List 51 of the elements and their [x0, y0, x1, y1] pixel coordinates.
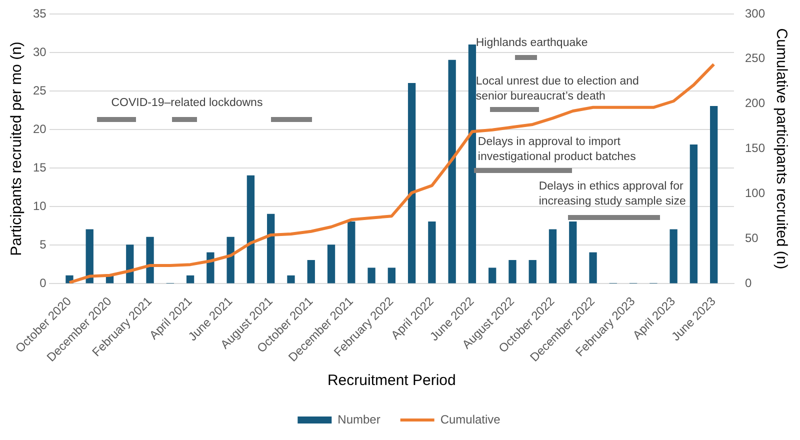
bar	[670, 229, 678, 284]
bar	[408, 82, 416, 284]
x-axis-title: Recruitment Period	[327, 372, 456, 390]
bar	[368, 268, 376, 284]
y2-tick-label: 0	[744, 276, 752, 290]
bar	[287, 275, 295, 284]
bar	[267, 214, 275, 284]
y2-tick-label: 200	[744, 96, 766, 110]
legend-label: Cumulative	[440, 412, 501, 426]
bar	[388, 268, 396, 284]
bar	[589, 252, 597, 284]
bar	[86, 229, 94, 284]
annotation: Highlands earthquake	[476, 37, 588, 49]
y2-tick-label: 150	[744, 141, 766, 156]
bar	[528, 260, 536, 284]
y-tick-label: 5	[40, 237, 47, 252]
y-tick-label: 25	[32, 83, 47, 98]
y2-tick-label: 250	[744, 51, 766, 66]
bar	[508, 260, 516, 284]
bar	[548, 229, 557, 284]
bar	[690, 144, 698, 284]
bar	[488, 268, 496, 284]
y2-tick-label: 50	[744, 230, 759, 245]
annotation: Delays in approval to import investigational product batches	[478, 136, 636, 163]
bar	[246, 175, 255, 284]
annotation: COVID-19–related lockdowns	[111, 97, 263, 110]
annotation: Delays in ethics approval for increasing study sample size	[538, 180, 686, 208]
y-tick-label: 10	[32, 198, 47, 213]
legend-label: Number	[338, 412, 380, 426]
bar	[468, 44, 476, 284]
bar	[569, 222, 577, 284]
y-tick-label: 0	[40, 276, 47, 290]
bar	[710, 106, 718, 284]
y-tick-label: 30	[32, 44, 47, 59]
bar	[186, 275, 194, 284]
bar	[126, 244, 134, 284]
bar	[448, 60, 456, 284]
y2-tick-label: 300	[744, 6, 766, 20]
bar	[146, 236, 154, 284]
bar	[307, 260, 315, 284]
bar	[327, 244, 336, 284]
bar	[428, 222, 436, 284]
y-tick-label: 20	[32, 122, 47, 136]
bar	[348, 222, 356, 284]
y2-axis-title: Cumulative participants recruited (n)	[772, 28, 790, 270]
y-tick-label: 15	[32, 160, 47, 174]
annotation: Local unrest due to election and senior bureaucrat’s death	[476, 76, 639, 103]
bar	[226, 236, 234, 284]
y-tick-label: 35	[32, 6, 47, 20]
y-axis-title: Participants recruited per mo (n)	[8, 42, 26, 256]
y2-tick-label: 100	[744, 186, 766, 200]
